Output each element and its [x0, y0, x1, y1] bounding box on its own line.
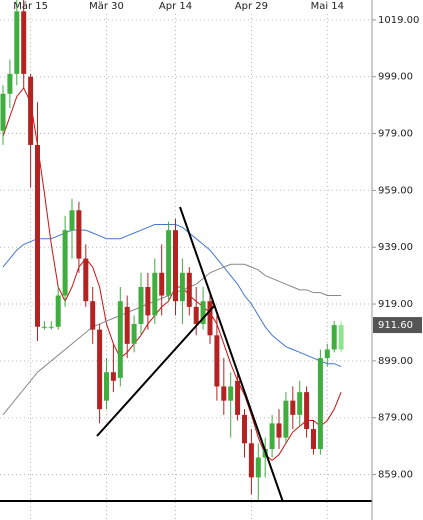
candle-body — [235, 380, 241, 415]
candle-body — [283, 400, 289, 438]
candle-body — [7, 73, 13, 94]
candle-body — [14, 11, 20, 74]
last-price-box — [373, 317, 422, 334]
trend-line — [179, 206, 284, 503]
candle-body — [331, 325, 337, 350]
candle-body — [48, 326, 54, 328]
candle-body — [28, 76, 34, 145]
candle-body — [297, 392, 303, 415]
trend-line — [96, 304, 216, 437]
candle-body — [179, 272, 185, 302]
y-tick-label: 899.00 — [378, 356, 413, 367]
candle-body — [21, 11, 27, 74]
candle-body — [0, 93, 6, 131]
last-price-label: 911.60 — [378, 320, 413, 331]
x-tick-label: Apr 14 — [159, 1, 192, 12]
candle-body — [104, 372, 109, 401]
candle-body — [117, 301, 123, 378]
y-tick-label: 879.00 — [378, 413, 413, 424]
candle-body — [83, 258, 89, 302]
candle-body — [152, 272, 158, 316]
x-tick-label: Mär 30 — [89, 1, 124, 12]
candle-body — [69, 210, 75, 231]
candle-body — [193, 306, 199, 324]
candle-body — [276, 423, 282, 438]
candle-body — [173, 230, 178, 302]
candle-body — [311, 429, 316, 449]
candle-body — [41, 326, 47, 328]
candle-body — [221, 386, 227, 401]
y-axis: 1019.00 999.00 979.00 959.00 939.00 919.00 899… — [13, 1, 422, 481]
candle-body — [324, 349, 330, 359]
candle-body — [55, 295, 61, 327]
candle-body — [228, 386, 234, 401]
candle-body — [76, 210, 82, 259]
x-tick-label: Apr 29 — [235, 1, 268, 12]
y-tick-label: 939.00 — [378, 242, 413, 253]
candle-body — [255, 457, 261, 478]
candle-body — [145, 286, 151, 316]
plot — [0, 0, 344, 501]
candle-body — [131, 323, 137, 344]
candle-body — [269, 423, 275, 449]
candle-body — [35, 144, 40, 327]
candle-body — [317, 358, 323, 449]
y-tick-label: 979.00 — [378, 129, 413, 140]
y-tick-label: 1019.00 — [378, 15, 419, 26]
y-tick-label: 999.00 — [378, 72, 413, 83]
x-tick-label: Mai 14 — [311, 1, 344, 12]
candle-body — [248, 443, 254, 478]
candle-body — [290, 400, 296, 415]
candle-body — [186, 272, 192, 307]
candle-body — [90, 301, 96, 330]
y-tick-label: 959.00 — [378, 185, 413, 196]
moving-average — [2, 263, 342, 416]
y-tick-label: 919.00 — [378, 299, 413, 310]
candle-body — [338, 325, 344, 350]
candle-body — [214, 335, 220, 387]
candle-body — [62, 230, 68, 296]
candle-body — [159, 272, 165, 296]
candle-body — [166, 230, 172, 296]
candle-body — [200, 301, 206, 324]
y-tick-label: 859.00 — [378, 470, 413, 481]
candle-body — [97, 329, 103, 410]
candle-body — [242, 414, 247, 444]
candle-body — [207, 301, 213, 336]
candle-body — [124, 306, 130, 344]
candle-body — [304, 392, 310, 430]
x-tick-label: Mär 15 — [13, 1, 48, 12]
moving-average — [2, 223, 342, 368]
candle-body — [138, 286, 144, 324]
candle-body — [110, 372, 116, 381]
